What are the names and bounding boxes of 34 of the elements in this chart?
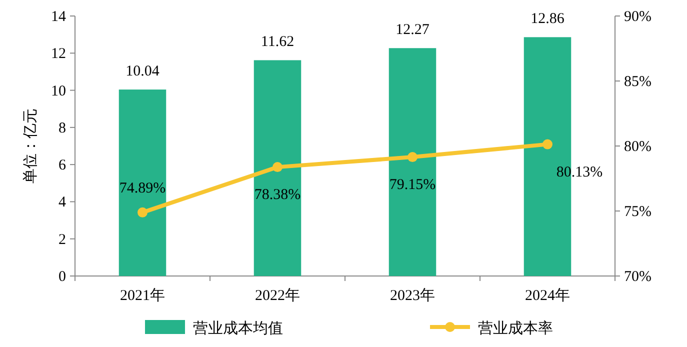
y-axis-title: 单位：亿元: [22, 108, 39, 184]
bar: [118, 90, 166, 276]
x-tick-label: 2021年: [120, 287, 165, 304]
y-tick-label: 12: [51, 46, 66, 62]
y-tick-label: 10: [51, 83, 66, 100]
data-label: 78.38%: [254, 187, 301, 204]
y2-tick-label: 75%: [624, 204, 652, 220]
point: [138, 207, 148, 218]
y2-tick-label: 70%: [624, 269, 652, 285]
y-tick-label: 2: [58, 232, 66, 248]
y-tick-label: 14: [51, 9, 66, 25]
point: [408, 152, 418, 162]
x-tick-label: 2022年: [255, 287, 300, 304]
data-label: 10.04: [126, 64, 160, 80]
x-tick-label: 2023年: [390, 287, 435, 304]
x-tick-label: 2024年: [525, 287, 570, 304]
data-label: 79.15%: [389, 177, 436, 194]
y-tick-label: 8: [58, 120, 66, 136]
legend-label: 营业成本率: [478, 320, 553, 337]
y-tick-label: 4: [58, 194, 66, 211]
data-label: 74.89%: [119, 180, 166, 196]
y-tick-label: 0: [58, 269, 66, 285]
legend-label: 营业成本均值: [193, 320, 283, 337]
data-label: 12.86: [530, 11, 565, 28]
bar: [388, 48, 436, 276]
bar: [254, 60, 302, 276]
y2-tick-label: 90%: [624, 9, 652, 25]
data-label: 12.27: [396, 22, 430, 38]
y2-tick-label: 80%: [624, 139, 652, 155]
point: [542, 139, 552, 150]
data-label: 11.62: [260, 34, 294, 50]
point: [272, 162, 282, 172]
y-tick-label: 6: [58, 158, 66, 174]
y2-tick-label: 85%: [624, 74, 652, 90]
